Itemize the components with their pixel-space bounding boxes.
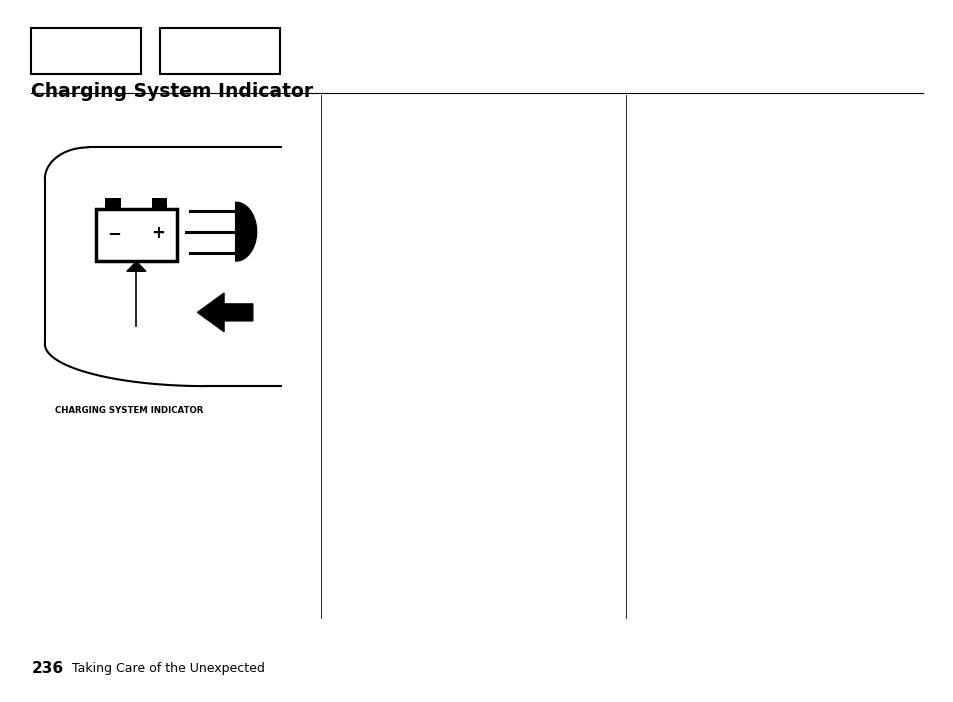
Text: 236: 236 [31,661,64,676]
Text: +: + [152,224,165,242]
Bar [95,208,177,261]
Bar [105,198,120,208]
Text: Charging System Indicator: Charging System Indicator [31,82,314,101]
Polygon shape [127,261,146,271]
Text: −: − [108,224,121,242]
Text: CHARGING SYSTEM INDICATOR: CHARGING SYSTEM INDICATOR [55,406,204,415]
Bar [31,28,141,74]
Polygon shape [197,293,253,331]
Bar [160,28,279,74]
Text: Taking Care of the Unexpected: Taking Care of the Unexpected [71,662,264,675]
Polygon shape [235,202,256,261]
Bar [152,198,167,208]
